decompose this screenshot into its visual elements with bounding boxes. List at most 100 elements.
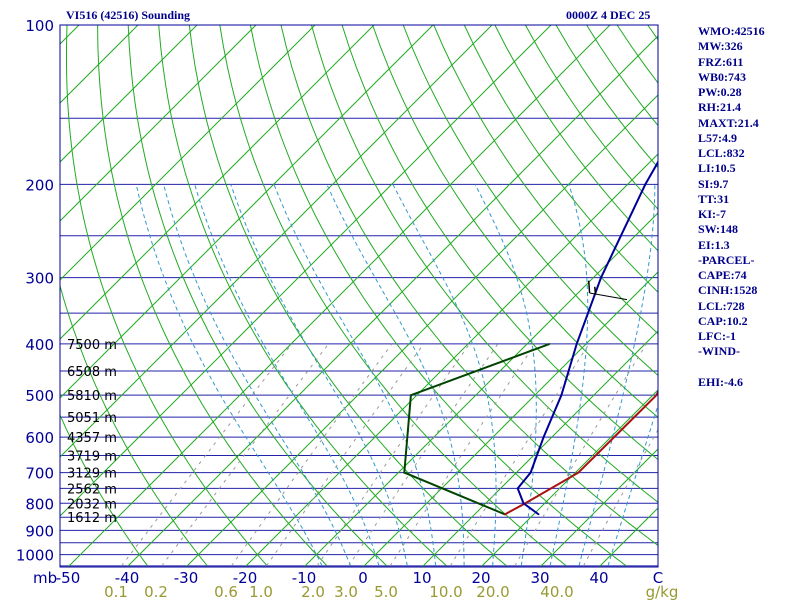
pressure-tick-label: 400 xyxy=(25,336,54,354)
mixing-ratio-line xyxy=(121,343,293,567)
dry-adiabat-line xyxy=(433,25,658,335)
height-profile-line xyxy=(403,342,550,516)
dry-adiabat-line xyxy=(402,25,658,377)
index-value: LFC:-1 xyxy=(698,329,736,343)
wind-barb-staff xyxy=(589,292,628,301)
index-value: MAXT:21.4 xyxy=(698,115,759,130)
height-label: 7500 m xyxy=(67,338,117,353)
temperature-tick-label: -20 xyxy=(233,569,258,587)
sounding-time: 0000Z 4 DEC 25 xyxy=(566,8,651,22)
index-value: -PARCEL- xyxy=(698,252,755,267)
dewpoint-profile-line-point xyxy=(522,502,525,504)
dry-adiabat-line xyxy=(463,25,658,293)
temperature-tick-label: -40 xyxy=(115,569,140,587)
dry-adiabat-line xyxy=(249,25,627,567)
moist-adiabat-line xyxy=(230,184,408,566)
mixing-ratio-tick-label: 0.6 xyxy=(214,583,238,600)
index-value xyxy=(698,360,765,375)
dry-adiabat-line xyxy=(311,25,658,503)
temperature-tick-label: -10 xyxy=(292,569,317,587)
moist-adiabat-line xyxy=(135,184,323,567)
isotherm-line xyxy=(126,35,658,567)
temperature-profile-line-point xyxy=(503,513,506,516)
isotherm-line xyxy=(67,25,611,567)
height-label: 3719 m xyxy=(67,450,117,465)
mixing-ratio-line xyxy=(266,343,425,567)
temperature-profile-line xyxy=(504,389,658,516)
mixing-ratio-tick-label: 3.0 xyxy=(334,583,358,600)
pressure-tick-label: 700 xyxy=(25,465,54,483)
dewpoint-profile-line-point xyxy=(576,343,578,345)
temperature-tick-label: 40 xyxy=(589,569,608,587)
mixing-ratio-tick-label: 1.0 xyxy=(249,583,273,600)
dry-adiabat-line xyxy=(188,25,507,567)
dry-adiabat-line xyxy=(494,25,658,252)
isotherm-line xyxy=(60,25,316,281)
height-label: 4357 m xyxy=(67,431,117,446)
index-value: FRZ:611 xyxy=(698,54,744,69)
mixing-ratio-unit-label: g/kg xyxy=(646,583,679,600)
wind-barb-half-flag xyxy=(593,286,597,295)
pressure-unit-label: mb xyxy=(33,569,57,587)
index-value: SW:148 xyxy=(698,222,739,237)
isotherm-line xyxy=(60,25,434,399)
dewpoint-profile-line-point xyxy=(644,183,646,186)
isotherm-line xyxy=(362,271,658,567)
height-label: 5051 m xyxy=(67,411,117,426)
height-label: 2032 m xyxy=(67,497,117,512)
dewpoint-profile-line-point xyxy=(560,394,562,396)
height-profile-line-point xyxy=(410,394,412,396)
index-value: MW:326 xyxy=(698,39,743,54)
isotherm-line xyxy=(60,25,375,340)
dewpoint-profile-line-point xyxy=(683,118,684,119)
pressure-tick-label: 600 xyxy=(25,429,54,447)
index-value: SI:9.7 xyxy=(698,176,729,191)
mixing-ratio-line xyxy=(583,428,658,567)
index-value: KI:-7 xyxy=(698,207,726,221)
isotherm-line xyxy=(60,25,198,163)
mixing-ratio-line xyxy=(348,343,499,567)
station-title: VI516 (42516) Sounding xyxy=(66,8,191,22)
temperature-tick-label: 0 xyxy=(358,569,368,587)
dry-adiabat-line xyxy=(219,25,567,567)
moist-adiabat-line xyxy=(194,184,380,566)
dry-adiabat-line xyxy=(372,25,658,418)
height-label: 5810 m xyxy=(67,389,117,404)
mixing-ratio-line xyxy=(161,343,329,567)
isotherm-line xyxy=(303,212,658,567)
index-value: CAP:10.2 xyxy=(698,313,748,328)
pressure-tick-label: 1000 xyxy=(16,547,54,565)
moist-adiabat-line xyxy=(549,184,589,566)
index-value: LI:10.5 xyxy=(698,161,736,176)
moist-adiabat-line xyxy=(273,184,437,566)
dewpoint-profile-line-point xyxy=(517,487,519,490)
isotherm-line xyxy=(60,25,552,517)
temperature-profile-line-point xyxy=(655,394,657,396)
index-value: -WIND- xyxy=(698,344,740,359)
pressure-tick-label: 100 xyxy=(25,17,54,35)
mixing-ratio-tick-label: 0.2 xyxy=(144,583,168,600)
mixing-ratio-line xyxy=(231,343,393,567)
dry-adiabat-line xyxy=(60,284,208,567)
mixing-ratio-line xyxy=(316,343,470,567)
height-label: 6508 m xyxy=(67,365,117,380)
height-label: 3129 m xyxy=(67,467,117,482)
index-value: WMO:42516 xyxy=(698,24,765,38)
moist-adiabat-line xyxy=(474,184,537,566)
dry-adiabat-line xyxy=(66,25,268,567)
mixing-ratio-tick-label: 2.0 xyxy=(301,583,325,600)
temperature-profile-line-point xyxy=(680,343,681,344)
index-value: PW:0.28 xyxy=(698,85,742,99)
dry-adiabat-line xyxy=(158,25,447,567)
height-label: 2562 m xyxy=(67,482,117,497)
temperature-tick-label: C xyxy=(653,569,663,587)
index-value: EHI:-4.6 xyxy=(698,374,743,389)
dry-adiabat-line xyxy=(280,25,658,547)
isotherm-line xyxy=(60,25,493,458)
isotherm-line xyxy=(60,25,257,222)
index-value: L57:4.9 xyxy=(698,130,737,145)
index-value: RH:21.4 xyxy=(698,100,741,115)
dewpoint-profile-line-point xyxy=(543,436,545,438)
index-value: LCL:728 xyxy=(698,298,745,313)
mixing-ratio-tick-label: 20.0 xyxy=(476,583,509,600)
